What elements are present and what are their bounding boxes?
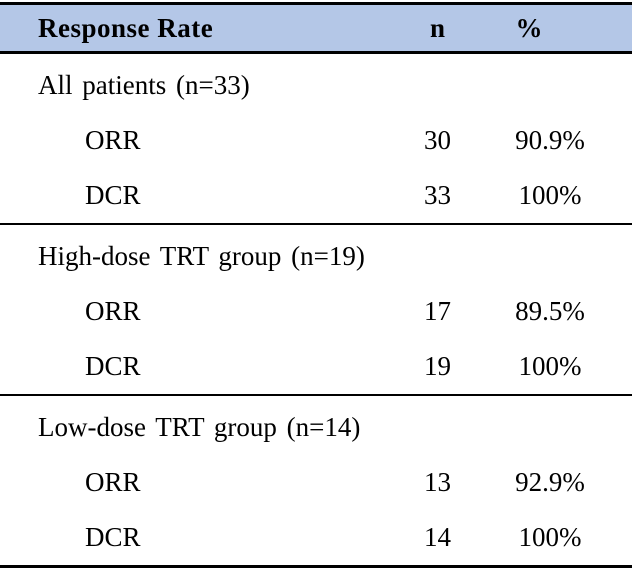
group-label-row: High-dose TRT group (n=19) [0, 229, 632, 284]
table-header-row: Response Rate n % [0, 5, 632, 54]
row-pct-value: 100% [518, 351, 582, 381]
row-n-value: 19 [424, 351, 451, 381]
table-row: ORR 17 89.5% [0, 284, 632, 339]
table-row: ORR 13 92.9% [0, 455, 632, 510]
group-label-row: Low-dose TRT group (n=14) [0, 400, 632, 455]
row-label: ORR [85, 467, 141, 497]
row-pct-value: 100% [518, 180, 582, 210]
row-n-value: 17 [424, 296, 451, 326]
row-label: DCR [85, 522, 141, 552]
table-row: DCR 19 100% [0, 339, 632, 394]
row-pct-value: 89.5% [515, 296, 585, 326]
table-row: DCR 33 100% [0, 168, 632, 223]
row-n-value: 30 [424, 125, 451, 155]
section-low-dose: Low-dose TRT group (n=14) ORR 13 92.9% D… [0, 396, 632, 565]
row-pct-value: 92.9% [515, 467, 585, 497]
group-label: All patients (n=33) [38, 70, 250, 100]
row-label: ORR [85, 125, 141, 155]
row-pct-value: 90.9% [515, 125, 585, 155]
response-rate-table: Response Rate n % All patients (n=33) OR… [0, 2, 632, 568]
table-row: DCR 14 100% [0, 510, 632, 565]
row-label: DCR [85, 180, 141, 210]
group-label: High-dose TRT group (n=19) [38, 241, 365, 271]
row-label: ORR [85, 296, 141, 326]
table-row: ORR 30 90.9% [0, 113, 632, 168]
header-percent: % [515, 12, 543, 43]
section-all-patients: All patients (n=33) ORR 30 90.9% DCR 33 … [0, 54, 632, 225]
row-n-value: 14 [424, 522, 451, 552]
header-n: n [429, 12, 446, 43]
row-n-value: 13 [424, 467, 451, 497]
group-label: Low-dose TRT group (n=14) [38, 412, 361, 442]
section-high-dose: High-dose TRT group (n=19) ORR 17 89.5% … [0, 225, 632, 396]
group-label-row: All patients (n=33) [0, 58, 632, 113]
row-n-value: 33 [424, 180, 451, 210]
row-pct-value: 100% [518, 522, 582, 552]
header-response-rate: Response Rate [38, 12, 214, 43]
row-label: DCR [85, 351, 141, 381]
